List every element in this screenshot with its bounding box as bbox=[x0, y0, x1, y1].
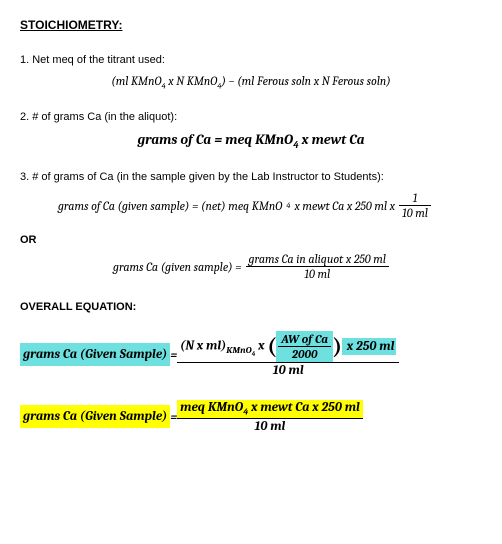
open-paren-icon: ( bbox=[267, 334, 276, 360]
eq1-lhs: grams Ca (Given Sample) bbox=[20, 343, 170, 366]
f3-denominator: 10 ml bbox=[399, 205, 431, 220]
eq2-num-b: x mewt Ca x 250 ml bbox=[248, 400, 359, 415]
eq1-denominator: 10 ml bbox=[177, 362, 399, 378]
f2-part-a: grams of Ca = meq KMnO bbox=[137, 131, 293, 148]
eq2-numerator: meq KMnO4 x mewt Ca x 250 ml bbox=[177, 400, 363, 418]
close-paren-icon: ) bbox=[333, 334, 342, 360]
eq1-num-b: x bbox=[255, 339, 267, 354]
or-label: OR bbox=[20, 234, 482, 246]
eq2-fraction: meq KMnO4 x mewt Ca x 250 ml 10 ml bbox=[177, 400, 363, 434]
overall-eq-2: grams Ca (Given Sample) = meq KMnO4 x me… bbox=[20, 400, 482, 434]
eq1-fraction: (N x ml)KMnO4 x (AW of Ca2000) x 250 ml … bbox=[177, 331, 399, 378]
eq2-denominator: 10 ml bbox=[177, 418, 363, 434]
f4-numerator: grams Ca in aliquot x 250 ml bbox=[246, 252, 389, 266]
eq-sign: = bbox=[170, 410, 177, 424]
eq1-rhs: (N x ml)KMnO4 x (AW of Ca2000) x 250 ml … bbox=[177, 331, 399, 378]
eq1-num-c: x 250 ml bbox=[342, 338, 396, 355]
eq1-numerator: (N x ml)KMnO4 x (AW of Ca2000) x 250 ml bbox=[177, 331, 399, 362]
formula-4: grams Ca (given sample) = grams Ca in al… bbox=[20, 252, 482, 281]
formula-2: grams of Ca = meq KMnO4 x mewt Ca bbox=[20, 131, 482, 151]
formula-3: grams of Ca (given sample) = (net) meq K… bbox=[58, 191, 482, 220]
eq2-num-a: meq KMnO bbox=[180, 400, 243, 415]
f3-numerator: 1 bbox=[399, 191, 431, 205]
eq1-num-a: (N x ml) bbox=[180, 339, 226, 354]
f4-lhs: grams Ca (given sample) = bbox=[113, 260, 242, 274]
f3-part-b: x mewt Ca x 250 ml x bbox=[294, 199, 395, 213]
eq1-inner-num: AW of Ca bbox=[278, 332, 331, 346]
item-1: 1. Net meq of the titrant used: bbox=[20, 54, 482, 66]
eq-sign: = bbox=[170, 348, 177, 362]
eq1-inner-frac: AW of Ca2000 bbox=[276, 331, 333, 362]
item-3: 3. # of grams of Ca (in the sample given… bbox=[20, 171, 482, 183]
f2-part-b: x mewt Ca bbox=[299, 131, 365, 148]
eq1-inner-den: 2000 bbox=[278, 346, 331, 361]
f1-part-c: ) − (ml Ferous soln x N Ferous soln) bbox=[221, 74, 390, 88]
f4-denominator: 10 ml bbox=[246, 266, 389, 281]
f3-fraction: 1 10 ml bbox=[399, 191, 431, 220]
f3-part-a: grams of Ca (given sample) = (net) meq K… bbox=[58, 199, 282, 213]
eq2-lhs: grams Ca (Given Sample) bbox=[20, 405, 170, 428]
eq2-rhs: meq KMnO4 x mewt Ca x 250 ml 10 ml bbox=[177, 400, 363, 434]
overall-eq-1: grams Ca (Given Sample) = (N x ml)KMnO4 … bbox=[20, 331, 482, 378]
sub-4: 4 bbox=[286, 201, 290, 211]
f1-part-b: x N KMnO bbox=[166, 74, 218, 88]
overall-label: OVERALL EQUATION: bbox=[20, 301, 482, 313]
f4-fraction: grams Ca in aliquot x 250 ml 10 ml bbox=[246, 252, 389, 281]
f1-part-a: (ml KMnO bbox=[111, 74, 161, 88]
page-heading: STOICHIOMETRY: bbox=[20, 18, 482, 32]
eq1-num-sub: KMnO bbox=[226, 346, 251, 356]
item-2: 2. # of grams Ca (in the aliquot): bbox=[20, 111, 482, 123]
formula-1: (ml KMnO4 x N KMnO4) − (ml Ferous soln x… bbox=[20, 74, 482, 91]
